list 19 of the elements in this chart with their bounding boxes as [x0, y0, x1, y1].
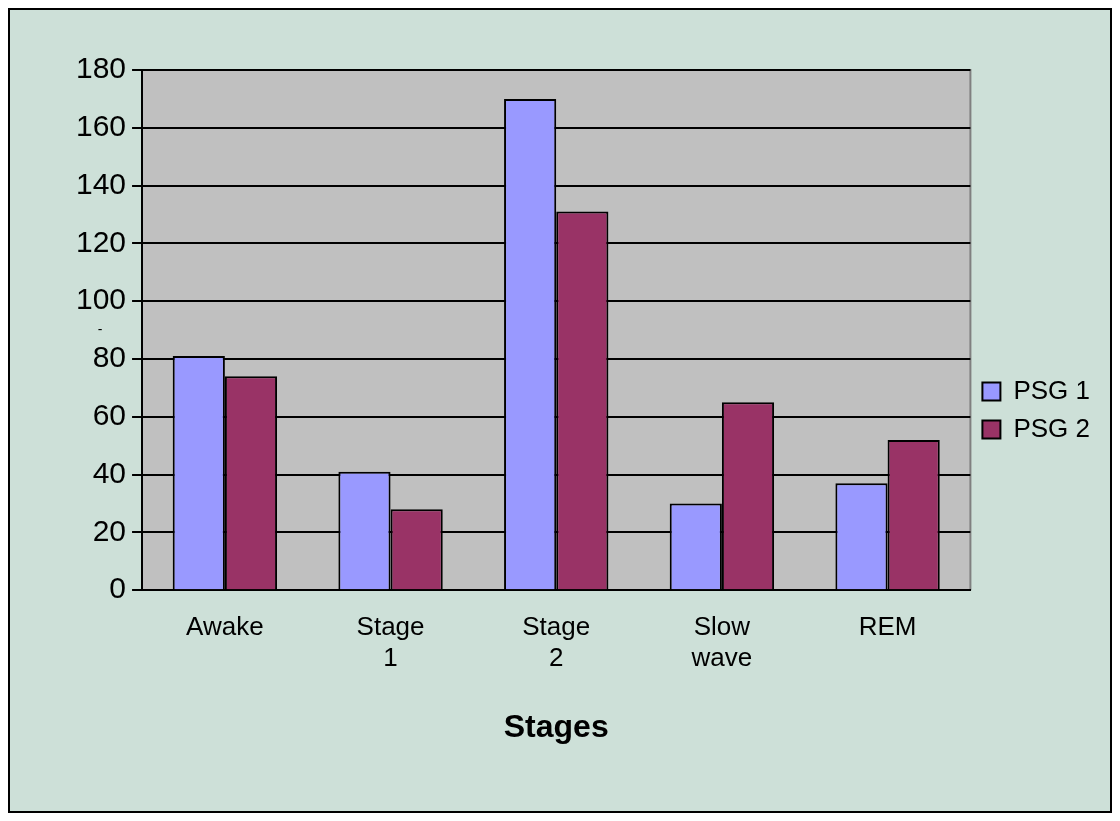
y-tick-label: 100	[75, 282, 127, 316]
legend-label: PSG 1	[1013, 374, 1090, 405]
y-tick-label: 160	[75, 109, 127, 143]
text: -	[97, 320, 103, 337]
x-tick-label: Stage 2	[522, 610, 591, 673]
y-tick-label: 80	[92, 340, 127, 374]
x-tick-label: Awake	[186, 610, 264, 641]
x-tick-label: Slow wave	[690, 610, 753, 673]
x-tick-label: REM	[858, 610, 917, 641]
y-tick-label: 20	[92, 513, 127, 547]
x-axis-title: Stages	[503, 707, 609, 744]
x-tick-label: Stage 1	[356, 610, 425, 673]
y-tick-label: 40	[92, 455, 127, 489]
y-tick-label: 140	[75, 166, 127, 200]
y-tick-label: 180	[75, 51, 127, 85]
y-tick-label: 0	[109, 571, 127, 605]
legend-label: PSG 2	[1013, 412, 1090, 443]
y-tick-label: 60	[92, 398, 127, 432]
y-tick-label: 120	[75, 224, 127, 258]
